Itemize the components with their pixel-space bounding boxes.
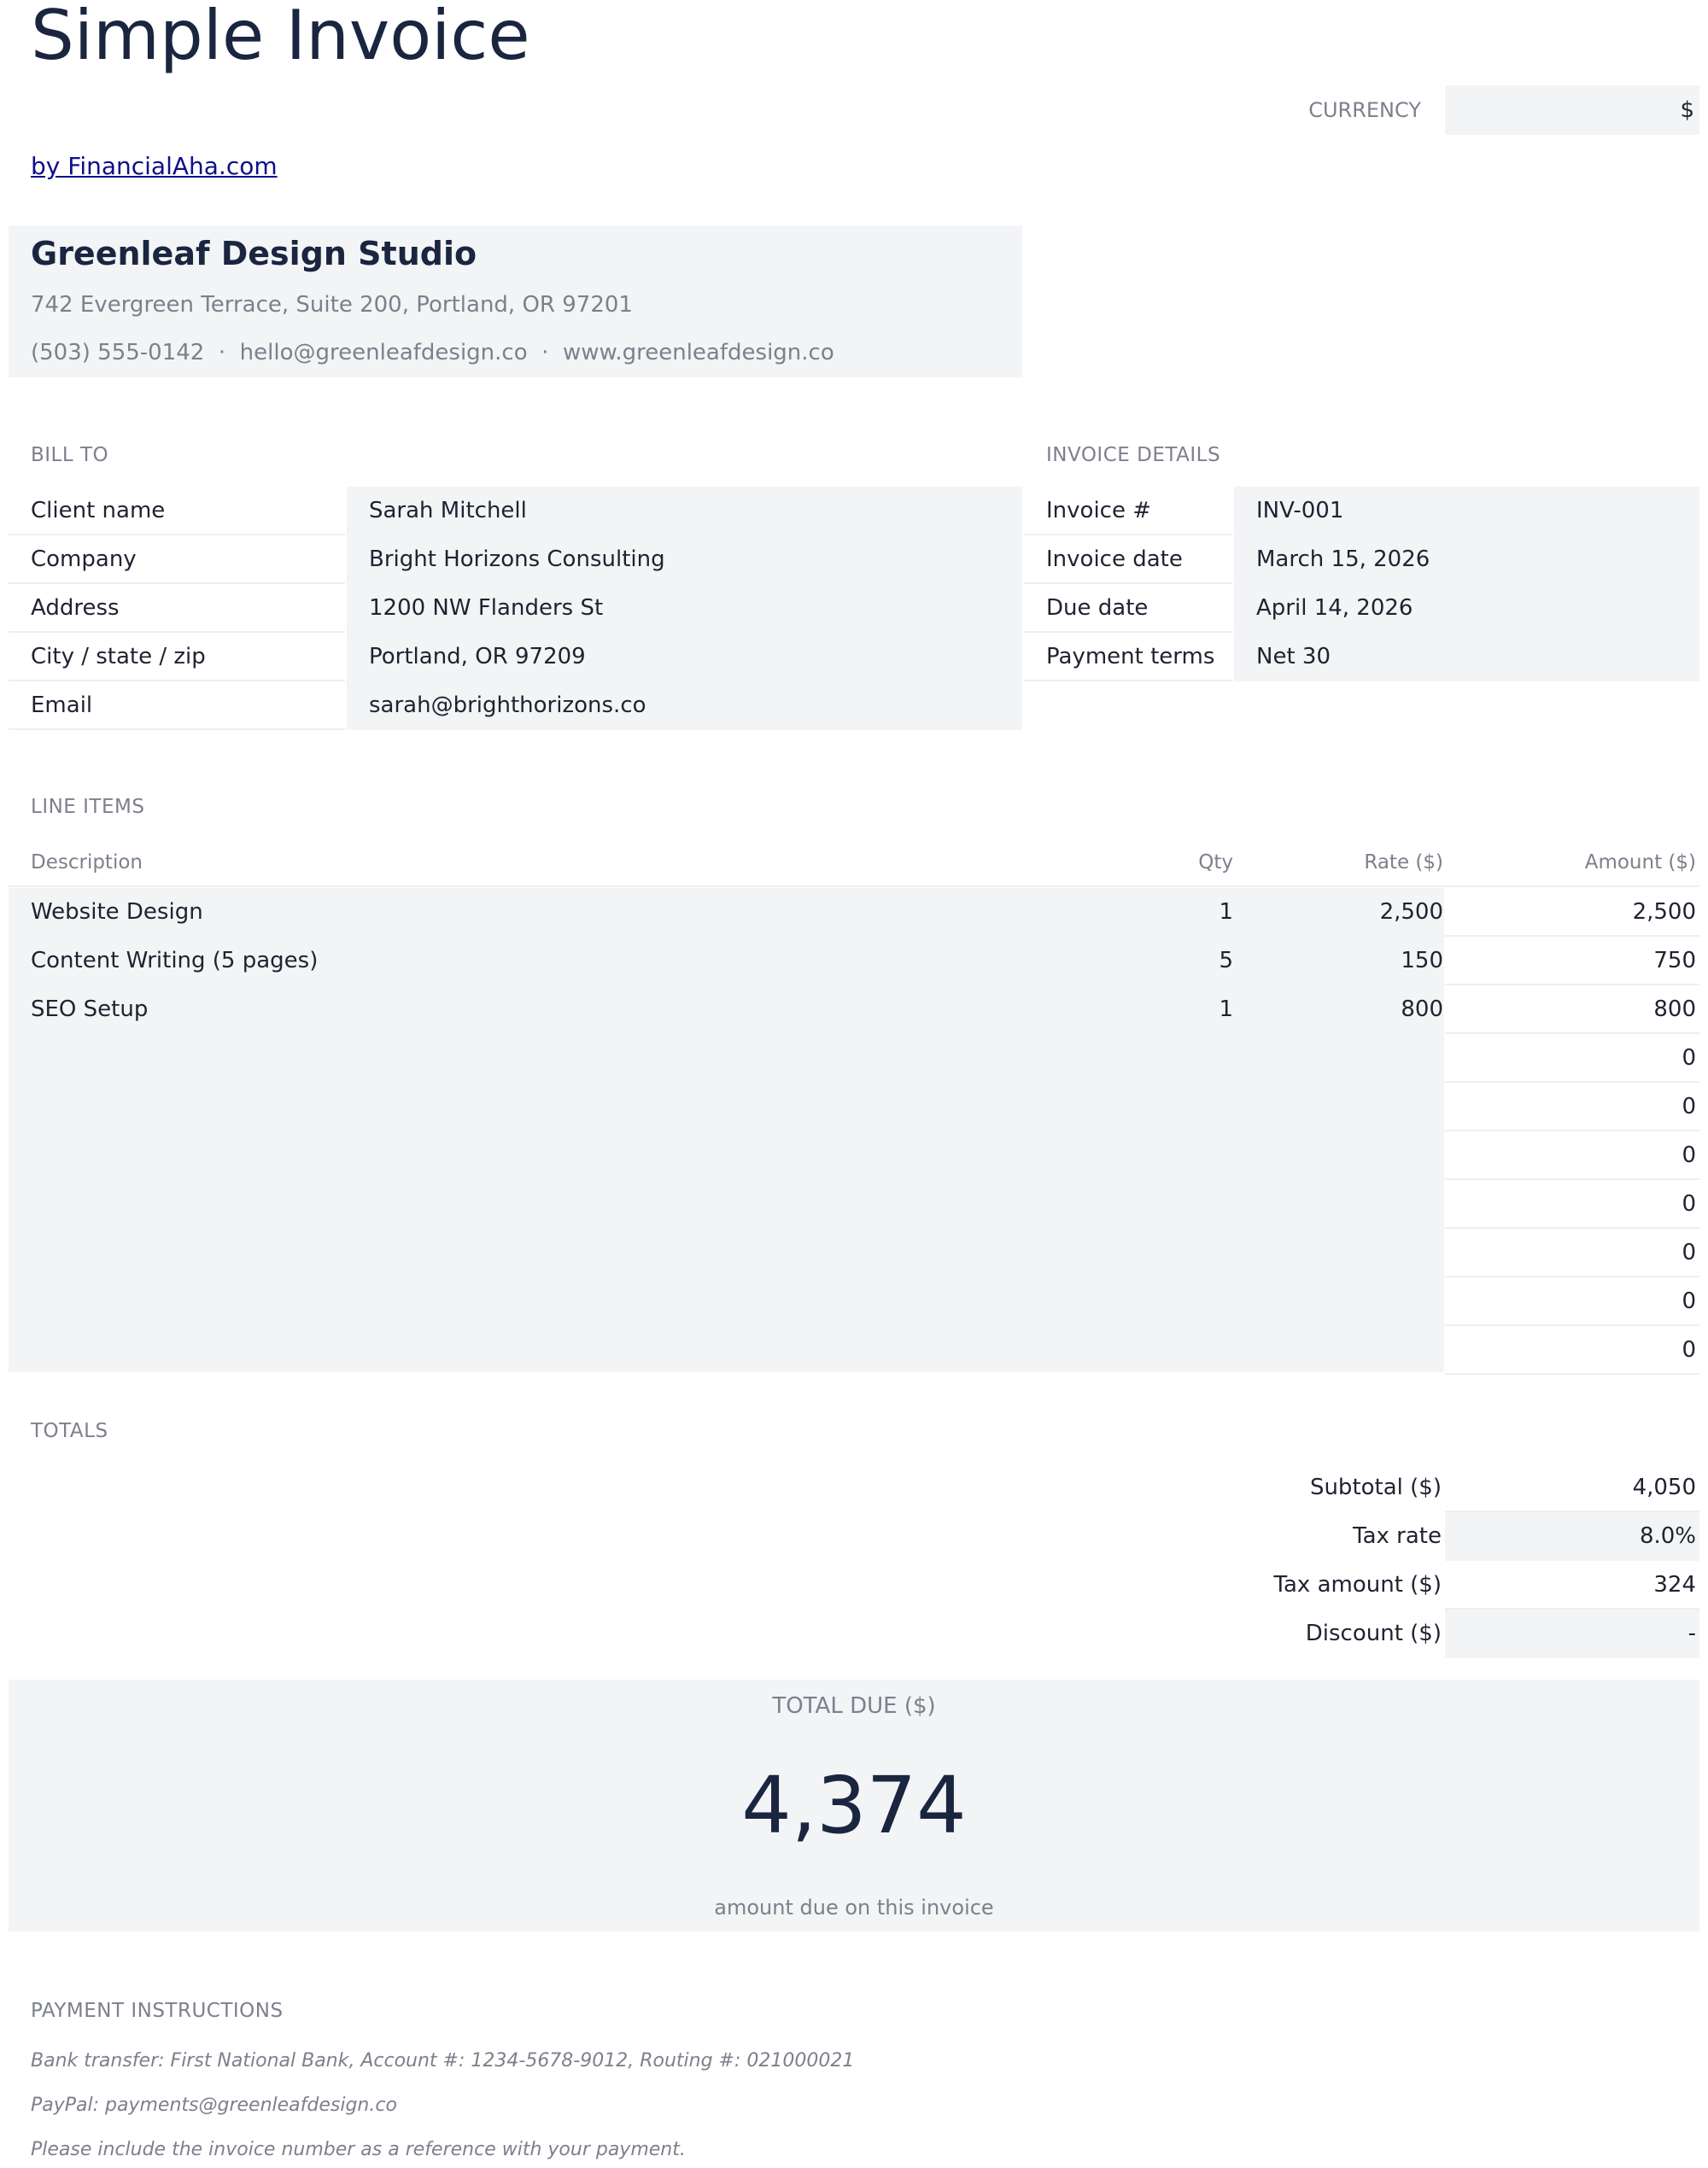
item-amount: 0 <box>1445 1131 1699 1180</box>
item-qty[interactable]: 5 <box>1219 948 1233 973</box>
line-items-entry-area <box>9 888 1444 1372</box>
item-amount: 0 <box>1445 1180 1699 1229</box>
tax-rate-label: Tax rate <box>1353 1523 1442 1549</box>
tax-amount-value: 324 <box>1445 1561 1699 1610</box>
bill-to-label: City / state / zip <box>9 633 345 681</box>
payment-instruction-line[interactable]: Bank transfer: First National Bank, Acco… <box>31 2050 855 2072</box>
total-due-panel <box>9 1680 1699 1931</box>
invoice-details-heading: INVOICE DETAILS <box>1046 444 1221 466</box>
bill-to-value[interactable]: 1200 NW Flanders St <box>347 584 1022 633</box>
item-amount: 0 <box>1445 1229 1699 1277</box>
page-title: Simple Invoice <box>31 0 530 75</box>
bill-to-value[interactable]: Bright Horizons Consulting <box>347 535 1022 584</box>
total-due-note: amount due on this invoice <box>714 1896 994 1920</box>
subtotal-value: 4,050 <box>1445 1464 1699 1512</box>
total-due-amount: 4,374 <box>741 1760 967 1851</box>
item-amount: 800 <box>1445 985 1699 1034</box>
payment-instructions-heading: PAYMENT INSTRUCTIONS <box>31 2000 284 2022</box>
totals-heading: TOTALS <box>31 1420 108 1442</box>
invoice-detail-label: Due date <box>1024 584 1232 633</box>
item-amount: 0 <box>1445 1326 1699 1375</box>
item-qty[interactable]: 1 <box>1219 996 1233 1022</box>
qty-column-header: Qty <box>1198 851 1233 874</box>
subtotal-label: Subtotal ($) <box>1309 1475 1442 1500</box>
company-contact[interactable]: (503) 555-0142 · hello@greenleafdesign.c… <box>31 340 834 365</box>
byline-link[interactable]: by FinancialAha.com <box>31 152 278 180</box>
company-block <box>9 225 1022 377</box>
item-amount: 0 <box>1445 1277 1699 1326</box>
description-column-header: Description <box>31 851 143 874</box>
due-date-field[interactable]: April 14, 2026 <box>1234 584 1699 633</box>
company-address[interactable]: 742 Evergreen Terrace, Suite 200, Portla… <box>31 292 633 318</box>
item-amount: 750 <box>1445 937 1699 985</box>
bill-to-label: Email <box>9 681 345 730</box>
item-description[interactable]: SEO Setup <box>31 996 149 1022</box>
invoice-number-field[interactable]: INV-001 <box>1234 487 1699 535</box>
item-rate[interactable]: 2,500 <box>1379 899 1443 925</box>
item-description[interactable]: Website Design <box>31 899 203 925</box>
payment-instruction-line[interactable]: PayPal: payments@greenleafdesign.co <box>31 2095 397 2116</box>
amount-column-header: Amount ($) <box>1584 851 1696 874</box>
item-amount: 2,500 <box>1445 888 1699 937</box>
bill-to-value[interactable]: Portland, OR 97209 <box>347 633 1022 681</box>
rate-column-header: Rate ($) <box>1364 851 1443 874</box>
payment-instruction-line[interactable]: Please include the invoice number as a r… <box>31 2139 686 2160</box>
item-amount: 0 <box>1445 1083 1699 1131</box>
item-rate[interactable]: 150 <box>1401 948 1443 973</box>
invoice-detail-label: Payment terms <box>1024 633 1232 681</box>
currency-input[interactable]: $ <box>1445 85 1699 135</box>
bill-to-label: Company <box>9 535 345 584</box>
discount-input[interactable]: - <box>1445 1610 1699 1658</box>
bill-to-value[interactable]: Sarah Mitchell <box>347 487 1022 535</box>
header-divider <box>9 885 1699 887</box>
bill-to-label: Address <box>9 584 345 633</box>
item-qty[interactable]: 1 <box>1219 899 1233 925</box>
tax-amount-label: Tax amount ($) <box>1273 1572 1442 1598</box>
bill-to-value[interactable]: sarah@brighthorizons.co <box>347 681 1022 730</box>
bill-to-label: Client name <box>9 487 345 535</box>
invoice-detail-label: Invoice date <box>1024 535 1232 584</box>
item-rate[interactable]: 800 <box>1401 996 1443 1022</box>
discount-label: Discount ($) <box>1305 1621 1442 1646</box>
currency-label: CURRENCY <box>1308 98 1421 122</box>
line-items-heading: LINE ITEMS <box>31 796 145 818</box>
invoice-date-field[interactable]: March 15, 2026 <box>1234 535 1699 584</box>
item-amount: 0 <box>1445 1034 1699 1083</box>
payment-terms-field[interactable]: Net 30 <box>1234 633 1699 681</box>
invoice-detail-label: Invoice # <box>1024 487 1232 535</box>
company-name[interactable]: Greenleaf Design Studio <box>31 235 477 272</box>
bill-to-heading: BILL TO <box>31 444 109 466</box>
tax-rate-input[interactable]: 8.0% <box>1445 1512 1699 1561</box>
item-description[interactable]: Content Writing (5 pages) <box>31 948 319 973</box>
total-due-label: TOTAL DUE ($) <box>772 1693 936 1719</box>
